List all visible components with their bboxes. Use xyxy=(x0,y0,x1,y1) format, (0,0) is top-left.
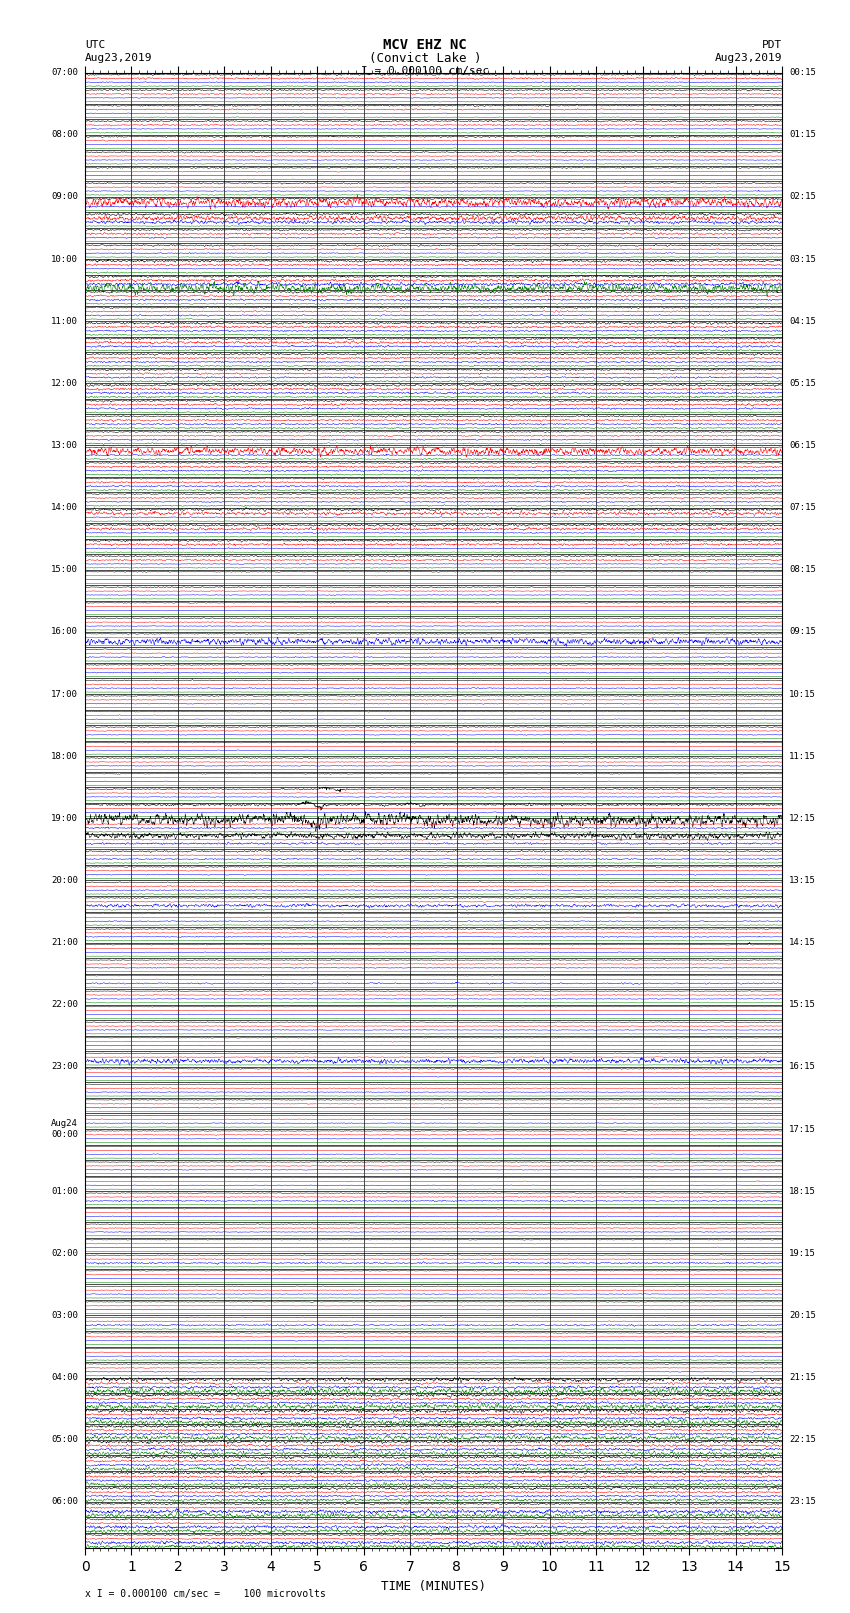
Text: 00:15: 00:15 xyxy=(789,68,816,77)
Text: 15:00: 15:00 xyxy=(51,565,78,574)
Text: 19:00: 19:00 xyxy=(51,815,78,823)
Text: 17:00: 17:00 xyxy=(51,689,78,698)
Text: 11:00: 11:00 xyxy=(51,316,78,326)
Text: Aug24
00:00: Aug24 00:00 xyxy=(51,1119,78,1139)
Text: 14:00: 14:00 xyxy=(51,503,78,511)
Text: 04:15: 04:15 xyxy=(789,316,816,326)
Text: 08:15: 08:15 xyxy=(789,565,816,574)
Text: x I = 0.000100 cm/sec =    100 microvolts: x I = 0.000100 cm/sec = 100 microvolts xyxy=(85,1589,326,1598)
Text: 03:00: 03:00 xyxy=(51,1311,78,1319)
Text: 21:15: 21:15 xyxy=(789,1373,816,1382)
Text: (Convict Lake ): (Convict Lake ) xyxy=(369,52,481,65)
Text: 12:00: 12:00 xyxy=(51,379,78,387)
Text: 05:15: 05:15 xyxy=(789,379,816,387)
Text: 07:00: 07:00 xyxy=(51,68,78,77)
Text: 09:00: 09:00 xyxy=(51,192,78,202)
Text: 20:15: 20:15 xyxy=(789,1311,816,1319)
Text: 01:00: 01:00 xyxy=(51,1187,78,1195)
Text: 17:15: 17:15 xyxy=(789,1124,816,1134)
Text: 01:15: 01:15 xyxy=(789,131,816,139)
Text: 02:15: 02:15 xyxy=(789,192,816,202)
Text: 22:15: 22:15 xyxy=(789,1436,816,1444)
Text: 13:00: 13:00 xyxy=(51,440,78,450)
Text: 10:15: 10:15 xyxy=(789,689,816,698)
Text: 23:00: 23:00 xyxy=(51,1063,78,1071)
Text: 13:15: 13:15 xyxy=(789,876,816,886)
Text: 20:00: 20:00 xyxy=(51,876,78,886)
Text: I = 0.000100 cm/sec: I = 0.000100 cm/sec xyxy=(361,66,489,76)
Text: 18:15: 18:15 xyxy=(789,1187,816,1195)
Text: 21:00: 21:00 xyxy=(51,939,78,947)
Text: 15:15: 15:15 xyxy=(789,1000,816,1010)
Text: 16:15: 16:15 xyxy=(789,1063,816,1071)
Text: 07:15: 07:15 xyxy=(789,503,816,511)
Text: 06:00: 06:00 xyxy=(51,1497,78,1507)
Text: 11:15: 11:15 xyxy=(789,752,816,761)
X-axis label: TIME (MINUTES): TIME (MINUTES) xyxy=(381,1579,486,1594)
Text: 04:00: 04:00 xyxy=(51,1373,78,1382)
Text: 09:15: 09:15 xyxy=(789,627,816,637)
Text: 18:00: 18:00 xyxy=(51,752,78,761)
Text: 12:15: 12:15 xyxy=(789,815,816,823)
Text: 19:15: 19:15 xyxy=(789,1248,816,1258)
Text: 08:00: 08:00 xyxy=(51,131,78,139)
Text: 23:15: 23:15 xyxy=(789,1497,816,1507)
Text: 05:00: 05:00 xyxy=(51,1436,78,1444)
Text: 14:15: 14:15 xyxy=(789,939,816,947)
Text: Aug23,2019: Aug23,2019 xyxy=(715,53,782,63)
Text: MCV EHZ NC: MCV EHZ NC xyxy=(383,39,467,52)
Text: 10:00: 10:00 xyxy=(51,255,78,263)
Text: Aug23,2019: Aug23,2019 xyxy=(85,53,152,63)
Text: 06:15: 06:15 xyxy=(789,440,816,450)
Text: 02:00: 02:00 xyxy=(51,1248,78,1258)
Text: PDT: PDT xyxy=(762,40,782,50)
Text: UTC: UTC xyxy=(85,40,105,50)
Text: 03:15: 03:15 xyxy=(789,255,816,263)
Text: 22:00: 22:00 xyxy=(51,1000,78,1010)
Text: 16:00: 16:00 xyxy=(51,627,78,637)
